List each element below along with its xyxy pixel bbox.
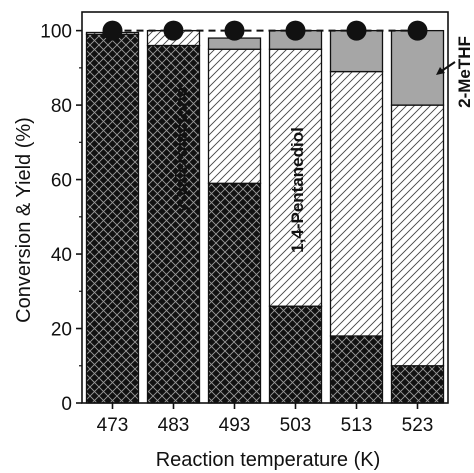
y-tick-label-0: 0: [61, 394, 72, 415]
y-axis-title: Conversion & Yield (%): [13, 117, 35, 323]
bar-pdo-523: [390, 104, 445, 367]
x-tick-label-473: 473: [97, 415, 129, 436]
x-tick-label-513: 513: [341, 415, 373, 436]
conversion-point-523: [407, 20, 428, 41]
x-tick-label-493: 493: [219, 415, 251, 436]
series-label-methf: 2-MeTHF: [455, 36, 474, 108]
x-axis-title: Reaction temperature (K): [156, 449, 381, 471]
conversion-point-513: [346, 20, 367, 41]
conversion-point-503: [285, 20, 306, 41]
bar-gvl-503: [268, 305, 323, 404]
y-tick-label-20: 20: [51, 320, 72, 341]
x-tick-label-503: 503: [280, 415, 312, 436]
conversion-point-473: [102, 20, 123, 41]
y-tick-label-80: 80: [51, 96, 72, 117]
methf-arrowhead-icon: [436, 67, 445, 75]
bar-pdo-493: [207, 48, 262, 184]
bar-pdo-503: [268, 48, 323, 307]
conversion-point-483: [163, 20, 184, 41]
y-tick-label-100: 100: [40, 22, 72, 43]
bar-methf-523: [390, 29, 445, 106]
series-label-pentanediol: 1,4-Pentanediol: [288, 127, 307, 253]
y-tick-label-60: 60: [51, 171, 72, 192]
conversion-point-493: [224, 20, 245, 41]
series-label-gamma-valerolactone: γ-Valerolactone: [172, 87, 191, 213]
x-tick-label-523: 523: [402, 415, 434, 436]
axes-frame: [81, 11, 449, 404]
x-tick-label-483: 483: [158, 415, 190, 436]
y-tick-label-40: 40: [51, 245, 72, 266]
bar-gvl-483: [146, 44, 201, 404]
bar-gvl-473: [85, 33, 140, 404]
bar-gvl-523: [390, 365, 445, 404]
bar-pdo-513: [329, 70, 384, 337]
plot-area: 0 20 40 60 80 100 473 483 493 503 513 523: [40, 11, 449, 436]
bar-gvl-493: [207, 182, 262, 404]
bar-gvl-513: [329, 335, 384, 404]
